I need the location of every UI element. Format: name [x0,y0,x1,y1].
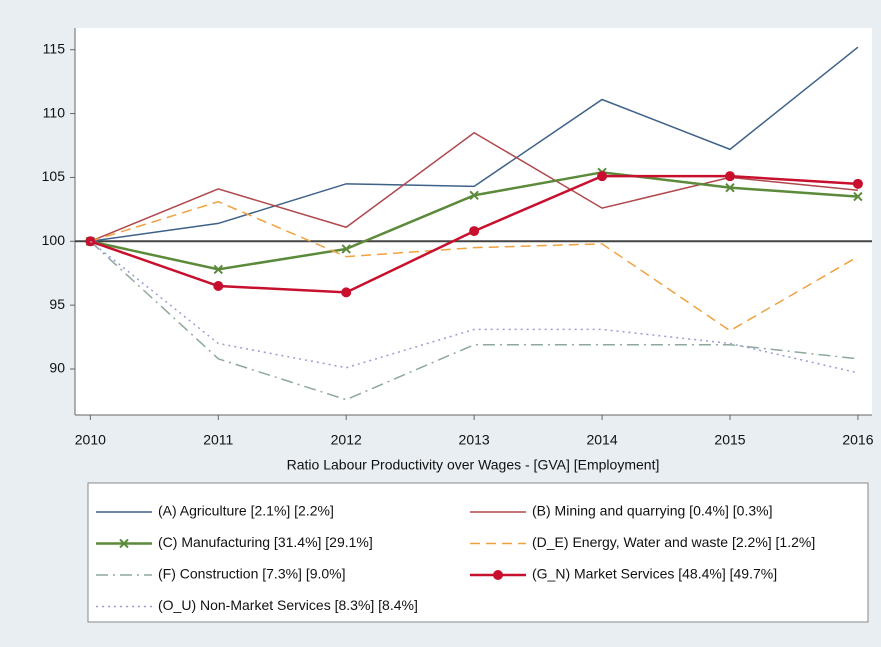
point-marker [119,538,129,549]
plot-area [75,28,872,415]
legend-label: (B) Mining and quarrying [0.4%] [0.3%] [532,503,772,519]
legend-label: (F) Construction [7.3%] [9.0%] [158,566,346,582]
legend-label: (G_N) Market Services [48.4%] [49.7%] [532,566,777,582]
point-marker [853,191,863,202]
point-marker [213,264,223,275]
legend-label: (D_E) Energy, Water and waste [2.2%] [1.… [532,534,815,550]
x-tick-label: 2010 [75,432,106,448]
x-tick-label: 2014 [586,432,617,448]
point-marker [724,171,735,182]
y-tick-label: 100 [42,232,66,248]
x-tick-label: 2016 [842,432,873,448]
series-line [89,240,859,374]
y-tick-label: 105 [42,168,66,184]
point-marker [725,182,735,193]
x-tick-label: 2015 [714,432,745,448]
point-marker [341,244,351,254]
y-tick-label: 90 [49,360,65,376]
series-line [90,46,859,243]
y-tick-label: 115 [43,40,66,56]
series-line [90,200,859,332]
x-axis-label: Ratio Labour Productivity over Wages - [… [287,457,660,473]
point-marker [852,178,863,189]
point-marker [597,171,608,182]
x-tick-label: 2013 [459,432,490,448]
y-tick-label: 110 [43,104,66,120]
series-line [89,240,859,401]
x-tick-label: 2012 [331,432,362,448]
legend-label: (A) Agriculture [2.1%] [2.2%] [158,503,334,519]
point-marker [469,226,480,237]
y-tick-label: 95 [49,296,65,312]
x-tick-label: 2011 [203,432,233,448]
legend-label: (O_U) Non-Market Services [8.3%] [8.4%] [158,597,418,613]
point-marker [213,281,224,291]
legend-label: (C) Manufacturing [31.4%] [29.1%] [158,534,373,550]
point-marker [469,190,479,201]
legend [87,482,869,623]
point-marker [493,570,503,580]
point-marker [341,287,352,298]
